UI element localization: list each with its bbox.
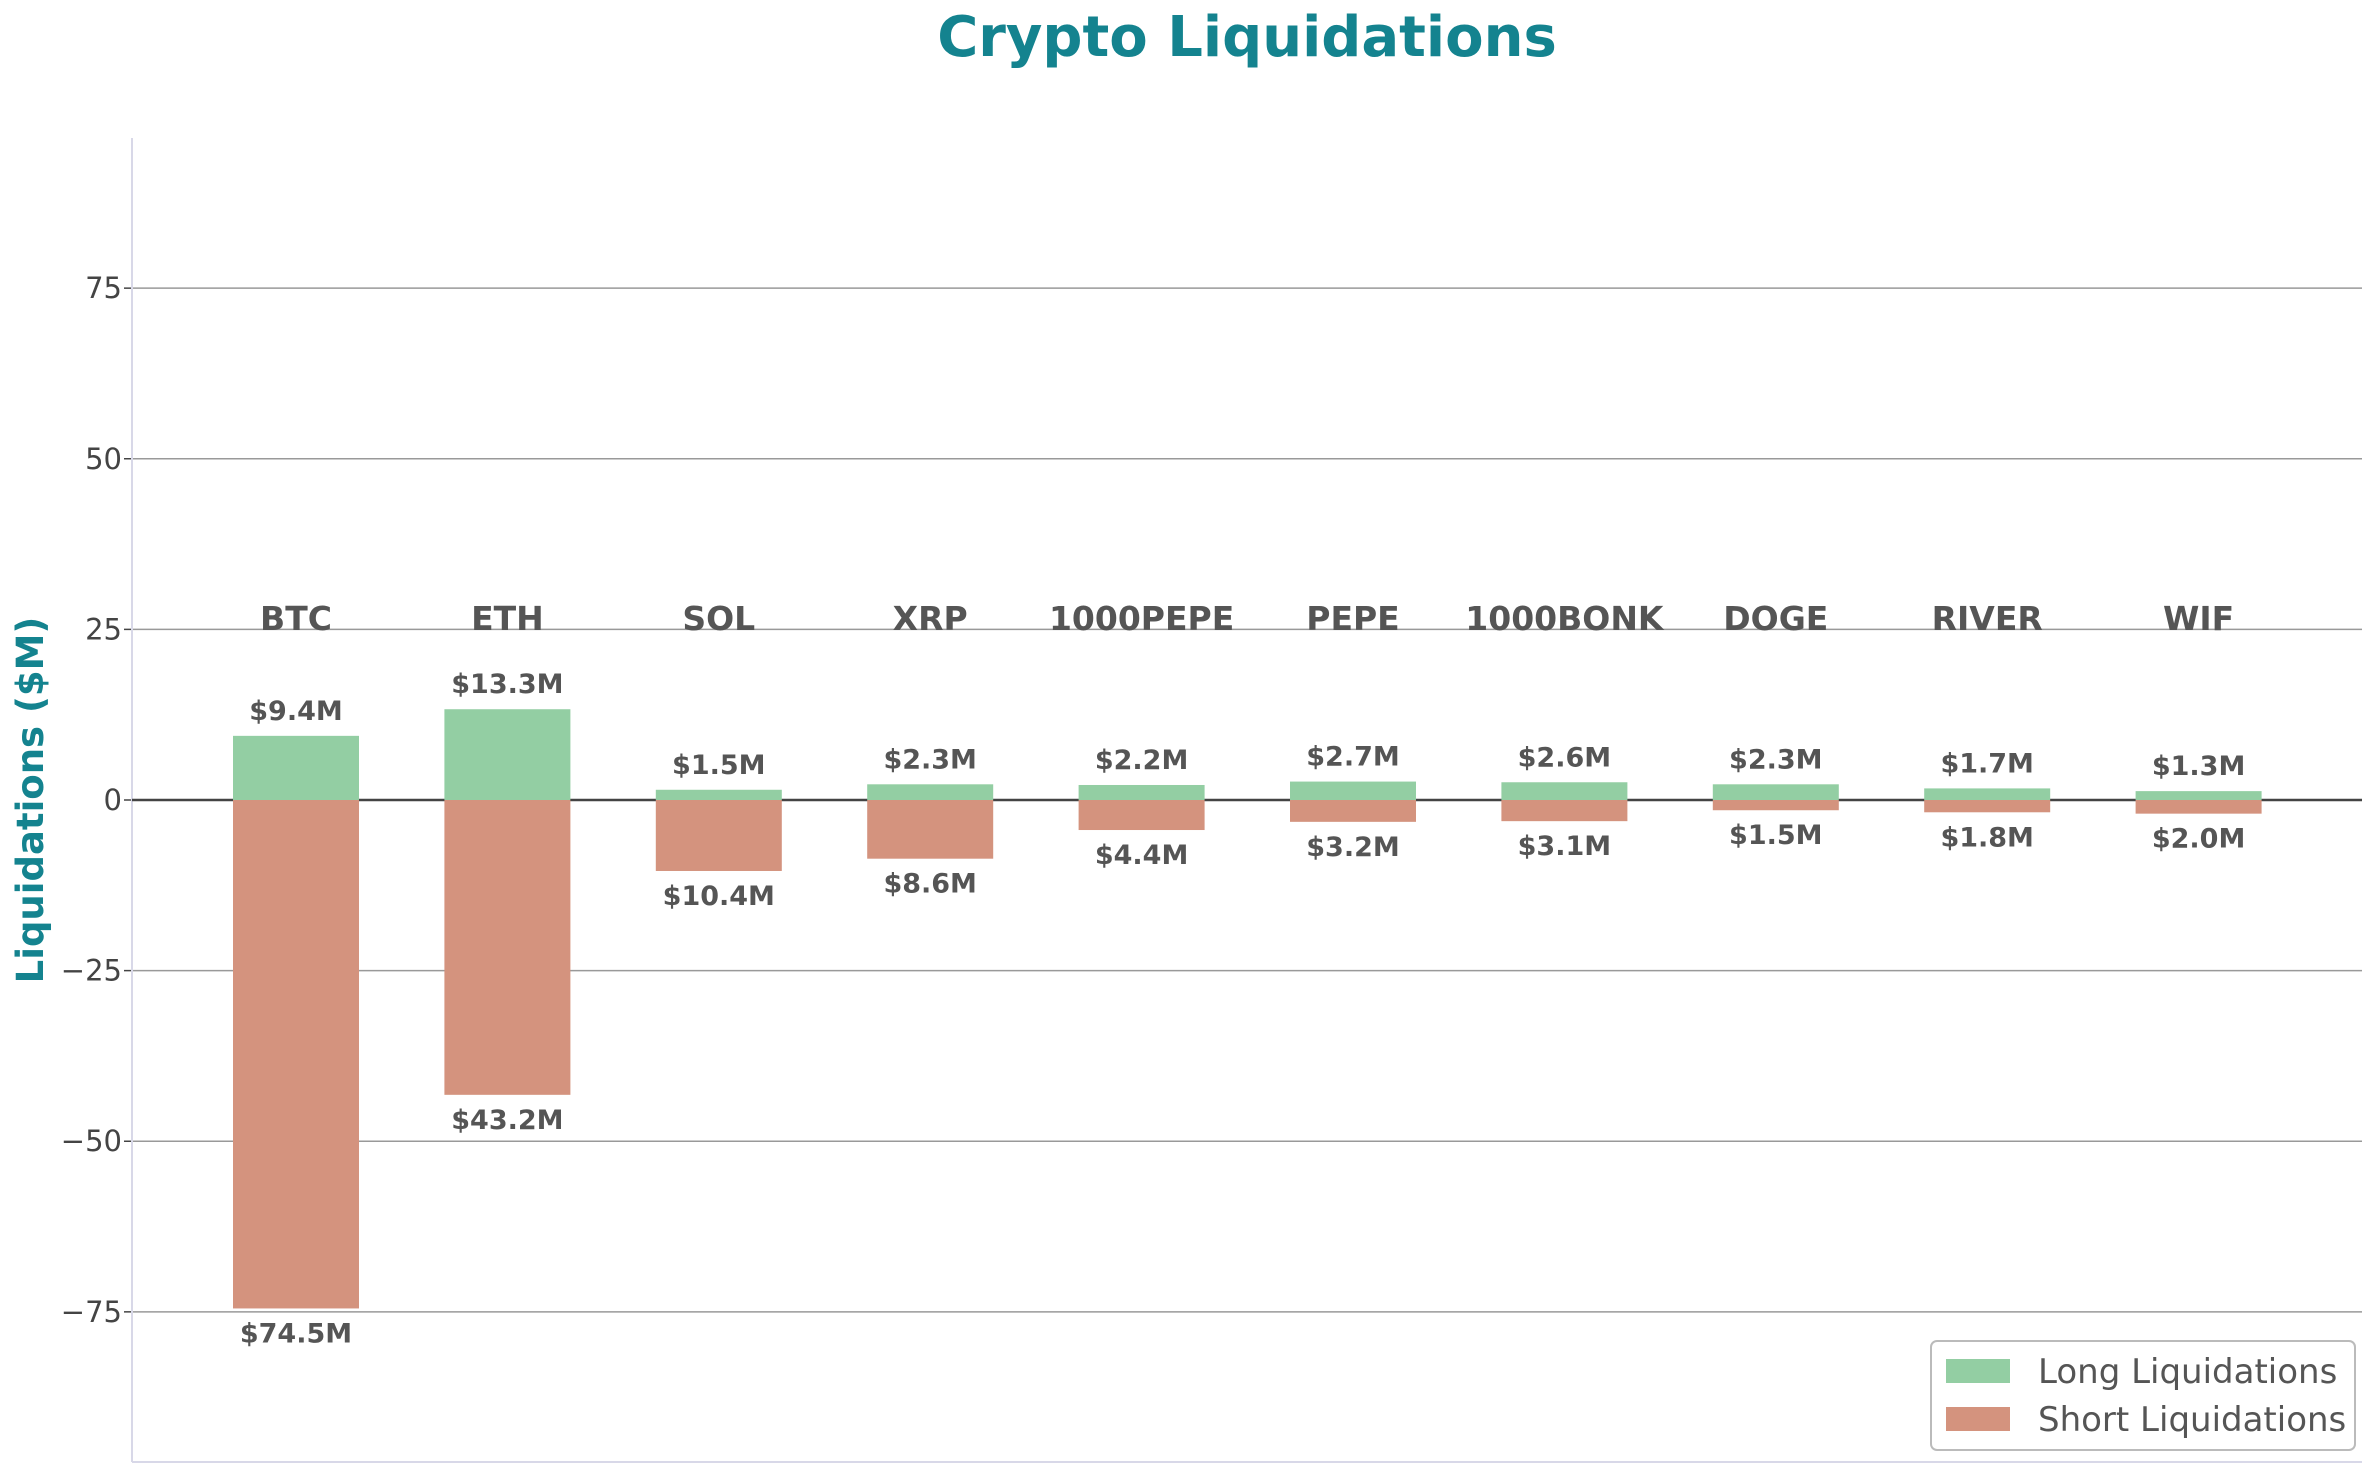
chart-title: Crypto Liquidations (937, 5, 1557, 70)
category-label-eth: ETH (471, 599, 544, 638)
long-value-label: $13.3M (451, 669, 563, 700)
short-value-label: $1.8M (1940, 822, 2034, 853)
bar-labels: $9.4M $13.3M $1.5M $2.3M $2.2M $2.7M $2.6M $2.3… (240, 599, 2245, 1349)
short-bar-btc (233, 800, 359, 1309)
long-value-label: $1.5M (672, 750, 766, 781)
long-bar-1000bonk (1501, 782, 1628, 800)
long-bar-eth (444, 709, 571, 800)
short-value-label: $4.4M (1095, 840, 1189, 871)
y-tick-label: 50 (85, 442, 122, 476)
short-value-label: $10.4M (663, 881, 775, 912)
long-value-label: $2.7M (1306, 742, 1400, 773)
long-value-label: $2.3M (883, 744, 977, 775)
short-bar-eth (444, 800, 571, 1095)
y-tick-label: −75 (61, 1295, 122, 1329)
short-value-label: $1.5M (1729, 820, 1823, 851)
category-label-pepe: PEPE (1306, 599, 1399, 638)
short-value-label: $8.6M (883, 869, 977, 900)
long-bar-pepe (1290, 781, 1416, 800)
y-tick-label: 0 (104, 783, 122, 817)
long-value-label: $9.4M (249, 696, 343, 727)
category-label-xrp: XRP (893, 599, 968, 638)
long-value-label: $1.7M (1940, 748, 2034, 779)
legend-label-short: Short Liquidations (2038, 1400, 2346, 1440)
long-bar-sol (655, 789, 782, 800)
long-value-label: $1.3M (2152, 751, 2246, 782)
legend-box (1930, 1340, 2356, 1451)
bars (233, 709, 2262, 1309)
short-value-label: $3.2M (1306, 832, 1400, 863)
short-value-label: $43.2M (451, 1105, 563, 1136)
y-tick-label: −25 (61, 954, 122, 988)
long-value-label: $2.3M (1729, 744, 1823, 775)
category-label-sol: SOL (682, 599, 755, 638)
short-value-label: $2.0M (2152, 824, 2246, 855)
long-bar-btc (233, 735, 359, 800)
long-bar-wif (2135, 791, 2262, 800)
short-bar-1000bonk (1501, 800, 1628, 822)
legend-label-long: Long Liquidations (2038, 1352, 2337, 1392)
long-value-label: $2.6M (1518, 742, 1612, 773)
y-axis-label: Liquidations ($M) (9, 617, 52, 984)
short-bar-river (1924, 800, 2051, 813)
short-value-label: $3.1M (1518, 831, 1612, 862)
long-bar-doge (1712, 784, 1839, 800)
short-bar-wif (2135, 800, 2262, 814)
short-bar-sol (655, 800, 782, 871)
short-value-label: $74.5M (240, 1318, 352, 1349)
legend-swatch-short (1946, 1407, 2010, 1431)
category-label-doge: DOGE (1723, 599, 1828, 638)
short-bar-xrp (867, 800, 994, 859)
category-label-1000bonk: 1000BONK (1465, 599, 1665, 638)
y-tick-label: 75 (85, 271, 122, 305)
legend-swatch-long (1946, 1359, 2010, 1383)
category-label-1000pepe: 1000PEPE (1049, 599, 1234, 638)
long-bar-xrp (867, 784, 994, 800)
short-bar-pepe (1290, 800, 1416, 822)
category-label-wif: WIF (2163, 599, 2234, 638)
legend: Long Liquidations Short Liquidations (1930, 1340, 2356, 1451)
y-tick-label: −50 (61, 1124, 122, 1158)
short-bar-1000pepe (1078, 800, 1205, 831)
category-label-btc: BTC (260, 599, 332, 638)
long-value-label: $2.2M (1095, 745, 1189, 776)
long-bar-1000pepe (1078, 784, 1205, 800)
long-bar-river (1924, 788, 2051, 800)
y-tick-label: 25 (85, 612, 122, 646)
short-bar-doge (1712, 800, 1839, 811)
category-label-river: RIVER (1932, 599, 2043, 638)
